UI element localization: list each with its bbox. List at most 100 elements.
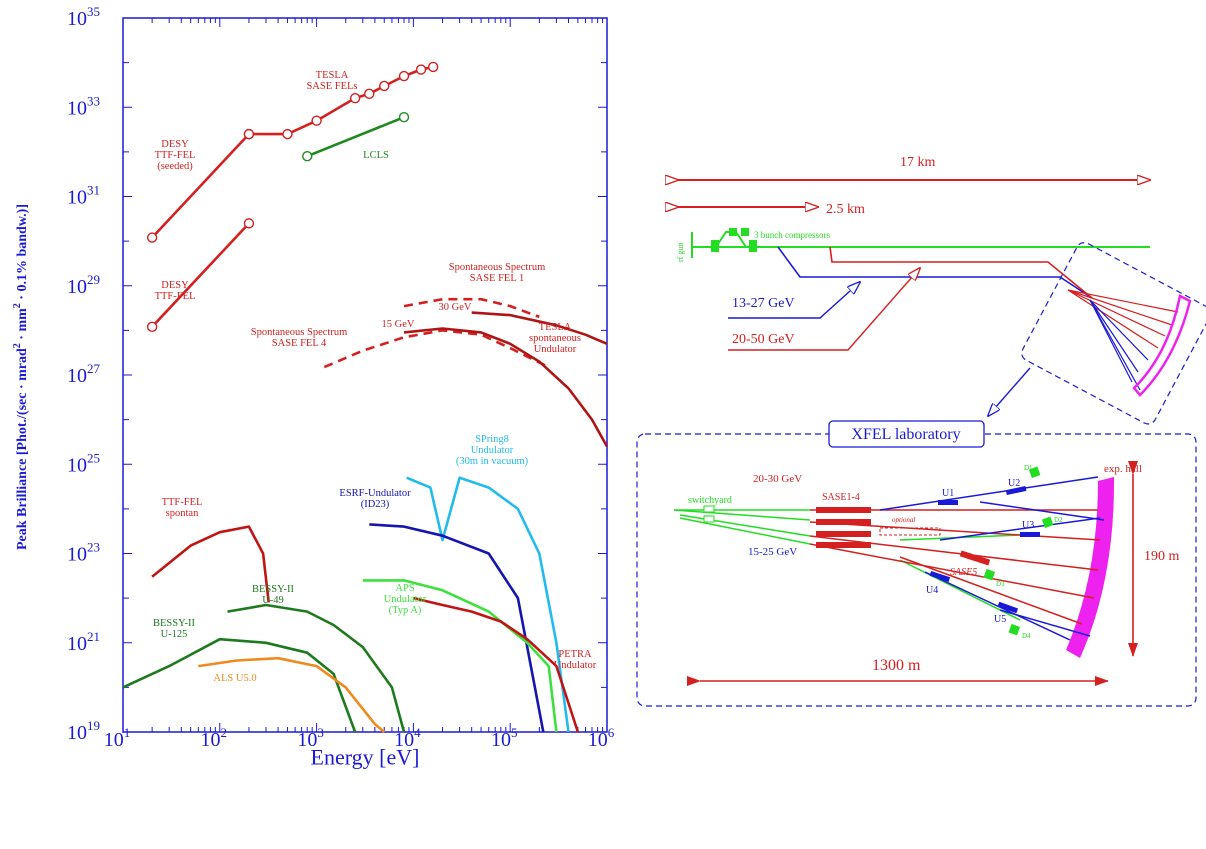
- annotation-label: (30m in vacuum): [456, 456, 529, 467]
- annotation-label: Spontaneous Spectrum: [449, 262, 546, 273]
- series-point: [302, 150, 313, 162]
- x-axis-title: Energy [eV]: [311, 745, 420, 770]
- series-line-1: [151, 133, 250, 239]
- y-tick-label: 1031: [67, 183, 100, 209]
- series-point: [282, 128, 293, 140]
- series-line-5: [323, 329, 550, 369]
- series-line-12: [151, 525, 270, 603]
- series-point: [146, 321, 158, 333]
- series-line-14: [122, 637, 357, 733]
- annotation-label: SPring8: [475, 434, 509, 445]
- annotation-label: Undulator: [554, 660, 597, 671]
- series-point: [427, 61, 439, 73]
- green-detectors: [983, 466, 1054, 636]
- series-point: [415, 64, 427, 75]
- red-energy-lab-label: 20-30 GeV: [753, 473, 802, 485]
- x-tick-labels: 101 102 103 104 105 106: [104, 725, 615, 751]
- annotation-label: SASE FEL 1: [470, 273, 524, 284]
- annotation-label: 15 GeV: [382, 319, 415, 330]
- bunch-compressors-label: 3 bunch compressors: [754, 230, 830, 240]
- annotation-label: TTF-FEL: [155, 291, 196, 302]
- d3-label: D3: [996, 580, 1005, 588]
- sase14-label: SASE1-4: [822, 492, 860, 503]
- y-tick-label: 1027: [67, 361, 101, 387]
- u2-label: U2: [1008, 478, 1020, 489]
- red-energy-label: 20-50 GeV: [732, 332, 795, 347]
- annotation-label: ESRF-Undulator: [339, 488, 411, 499]
- series-point: [398, 70, 410, 82]
- optional-label: optional: [892, 516, 915, 524]
- annotation-label: 30 GeV: [439, 302, 472, 313]
- u4-label: U4: [926, 585, 938, 596]
- dist-17km-label: 17 km: [900, 155, 936, 170]
- blue-energy-leader: [728, 282, 860, 319]
- series-point: [398, 111, 410, 123]
- x-tick-label: 106: [588, 725, 615, 751]
- annotation-label: TESLA: [316, 70, 349, 81]
- red-beamline: [829, 246, 1093, 299]
- series-line-4: [403, 297, 540, 319]
- series-point: [311, 115, 322, 126]
- lab-title-box: [828, 420, 985, 448]
- annotation-label: ALS U5.0: [213, 673, 256, 684]
- annotation-label: TTF-FEL: [162, 497, 203, 508]
- annotation-label: Undulator: [384, 594, 427, 605]
- d2-label: D2: [1054, 516, 1063, 524]
- lab-title: XFEL laboratory: [851, 426, 960, 443]
- annotation-label: spontaneous: [529, 333, 581, 344]
- annotation-label: Undulator: [471, 445, 514, 456]
- tick-marks: [122, 17, 607, 733]
- series-point: [364, 88, 375, 100]
- fan-lines: [1067, 289, 1179, 391]
- blue-energy-label: 13-27 GeV: [732, 296, 795, 311]
- annotation-label: (ID23): [361, 499, 390, 510]
- x-tick-label: 103: [297, 725, 324, 751]
- y-axis-title: Peak Brilliance [Phot./(sec · mrad2 · mm…: [12, 204, 30, 550]
- dist-2-5km-label: 2.5 km: [826, 202, 865, 217]
- series-point: [146, 232, 158, 243]
- annotation-label: (seeded): [157, 161, 193, 172]
- undulator-segments: [816, 507, 991, 566]
- y-tick-label: 1035: [67, 4, 100, 30]
- series-line-2: [151, 222, 250, 328]
- mini-exp-hall: [1132, 294, 1192, 397]
- series-point: [379, 80, 390, 92]
- u1-label: U1: [942, 488, 954, 499]
- series-line-10: [362, 579, 558, 733]
- annotation-label: BESSY-II: [153, 618, 196, 629]
- rf-gun-label: rf gun: [676, 243, 685, 262]
- y-tick-label: 1025: [67, 450, 100, 476]
- annotation-label: (Typ A): [389, 605, 422, 616]
- switchyard-label: switchyard: [688, 495, 732, 506]
- exp-hall-arc: [1066, 477, 1115, 658]
- annotation-label: BESSY-II: [252, 584, 295, 595]
- zoom-arrow: [988, 367, 1031, 416]
- y-tick-labels: 1019 1021 1023 1025 1027 1029 1031 1033 1035: [67, 4, 101, 744]
- x-tick-label: 101: [104, 725, 131, 751]
- series-line-7: [471, 311, 608, 345]
- annotation-label: DESY: [161, 280, 189, 291]
- annotation-label: LCLS: [363, 150, 389, 161]
- blue-energy-lab-label: 15-25 GeV: [748, 546, 797, 558]
- lab-green-beamlines: [673, 509, 1021, 621]
- fan-out-rotated: [1021, 242, 1206, 425]
- series-line-8: [406, 476, 570, 733]
- switchyard-box-2: [703, 515, 715, 523]
- annotation-label: SASE FELs: [306, 81, 357, 92]
- annotation-label: Spontaneous Spectrum: [251, 327, 348, 338]
- blue-beamline: [777, 246, 1093, 299]
- series-layer: [122, 61, 609, 733]
- plot-frame: [122, 17, 608, 733]
- red-energy-leader: [728, 268, 920, 351]
- width-label: 1300 m: [872, 657, 921, 674]
- switchyard-box-1: [703, 505, 715, 513]
- annotation-label: SASE FEL 4: [272, 338, 327, 349]
- annotation-label: DESY: [161, 139, 189, 150]
- height-label: 190 m: [1144, 549, 1180, 564]
- sase5-label: SASE5: [950, 567, 977, 578]
- x-tick-label: 105: [491, 725, 518, 751]
- optional-segment: [879, 527, 941, 536]
- xfel-laboratory: XFEL laboratory exp. hall 190 m 1300 m s…: [636, 420, 1197, 707]
- annotation-label: U-125: [161, 629, 188, 640]
